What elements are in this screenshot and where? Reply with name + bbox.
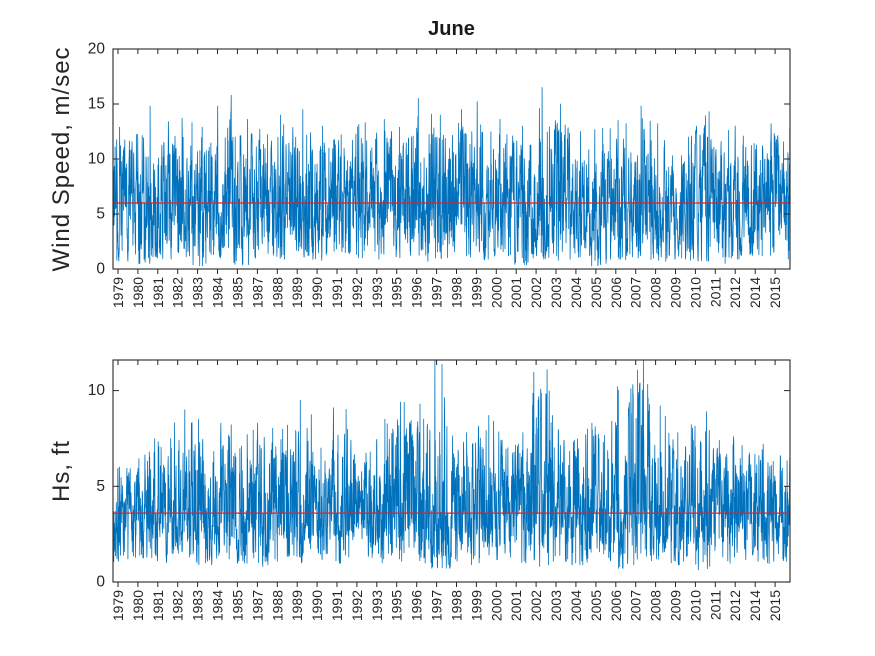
hs-x-tick-label: 1983 [190, 590, 206, 621]
hs-x-tick-label: 1989 [289, 590, 305, 621]
wind-x-tick-label: 1981 [150, 277, 166, 308]
hs-x-tick-label: 2007 [628, 590, 644, 621]
wind-x-tick-label: 2005 [588, 277, 604, 308]
wind-x-tick-label: 2011 [707, 277, 723, 307]
wind-x-tick-label: 1995 [389, 277, 405, 308]
hs-x-tick-label: 1998 [449, 590, 465, 621]
hs-x-tick-label: 2001 [508, 590, 524, 621]
wind-x-tick-label: 2015 [767, 277, 783, 308]
hs-x-tick-label: 1995 [389, 590, 405, 621]
hs-y-tick-label: 5 [96, 478, 105, 495]
wind-x-tick-label: 1987 [249, 277, 265, 308]
hs-x-tick-label: 1984 [210, 590, 226, 621]
wind-y-tick-label: 20 [88, 41, 106, 58]
hs-x-tick-label: 2004 [568, 590, 584, 621]
hs-x-tick-label: 1997 [429, 590, 445, 621]
hs-x-tick-label: 2005 [588, 590, 604, 621]
wind-x-tick-label: 1983 [190, 277, 206, 308]
hs-x-tick-label: 2010 [687, 590, 703, 621]
wind-y-tick-label: 10 [88, 151, 106, 168]
wind-x-tick-label: 2003 [548, 277, 564, 308]
hs-x-tick-label: 1993 [369, 590, 385, 621]
hs-y-tick-label: 0 [96, 574, 105, 591]
hs-x-tick-label: 1987 [249, 590, 265, 621]
wind-x-tick-label: 1993 [369, 277, 385, 308]
hs-x-tick-label: 1981 [150, 590, 166, 621]
wind-x-tick-label: 1997 [429, 277, 445, 308]
hs-y-tick-label: 10 [88, 382, 106, 399]
hs-x-tick-label: 2000 [488, 590, 504, 621]
wind-x-tick-label: 2010 [687, 277, 703, 308]
wind-x-tick-label: 2002 [528, 277, 544, 308]
hs-x-tick-label: 1988 [269, 590, 285, 621]
hs-plot-box [112, 359, 791, 583]
wind-x-tick-label: 2009 [668, 277, 684, 308]
wind-y-tick-label: 15 [88, 96, 105, 113]
wind-x-tick-label: 1980 [130, 277, 146, 308]
hs-x-tick-label: 2015 [767, 590, 783, 621]
hs-x-tick-label: 2009 [668, 590, 684, 621]
hs-x-tick-label: 2003 [548, 590, 564, 621]
wind-x-tick-label: 1989 [289, 277, 305, 308]
wind-x-tick-label: 2004 [568, 277, 584, 308]
hs-x-tick-label: 1999 [468, 590, 484, 621]
chart-title: June [428, 18, 475, 40]
hs-x-tick-label: 2006 [608, 590, 624, 621]
hs-x-tick-label: 1991 [329, 590, 345, 621]
hs-x-tick-label: 1979 [110, 590, 126, 621]
wind-series-path [112, 87, 791, 267]
hs-x-tick-label: 2012 [727, 590, 743, 621]
wind-x-tick-label: 2012 [727, 277, 743, 308]
wind-x-tick-label: 1990 [309, 277, 325, 308]
hs-x-tick-label: 2014 [747, 590, 763, 621]
hs-x-tick-label: 2002 [528, 590, 544, 621]
wind-x-tick-label: 2014 [747, 277, 763, 308]
wind-x-tick-label: 2001 [508, 277, 524, 308]
hs-x-tick-label: 1980 [130, 590, 146, 621]
wind-x-tick-label: 2000 [488, 277, 504, 308]
wind-x-tick-label: 1985 [229, 277, 245, 308]
hs-x-tick-label: 1990 [309, 590, 325, 621]
hs-x-tick-label: 1996 [409, 590, 425, 621]
wind-x-tick-label: 1999 [468, 277, 484, 308]
hs-x-tick-label: 1992 [349, 590, 365, 621]
hs-x-tick-label: 2011 [707, 590, 723, 620]
wind-x-tick-label: 1979 [110, 277, 126, 308]
wind-x-tick-label: 2007 [628, 277, 644, 308]
hs-x-tick-label: 1982 [170, 590, 186, 621]
wind-x-tick-label: 1992 [349, 277, 365, 308]
wind-x-tick-label: 1996 [409, 277, 425, 308]
hs-x-tick-label: 1985 [229, 590, 245, 621]
wind-x-tick-label: 1982 [170, 277, 186, 308]
hs-x-tick-label: 2008 [648, 590, 664, 621]
wind-x-tick-label: 2006 [608, 277, 624, 308]
wind-x-tick-label: 1998 [449, 277, 465, 308]
wind-y-tick-label: 5 [96, 206, 105, 223]
wind-x-tick-label: 1988 [269, 277, 285, 308]
wind-x-tick-label: 1991 [329, 277, 345, 308]
wind-x-tick-label: 1984 [210, 277, 226, 308]
wind-y-tick-label: 0 [96, 261, 105, 278]
hs-series-path [112, 359, 791, 571]
wind-x-tick-label: 2008 [648, 277, 664, 308]
